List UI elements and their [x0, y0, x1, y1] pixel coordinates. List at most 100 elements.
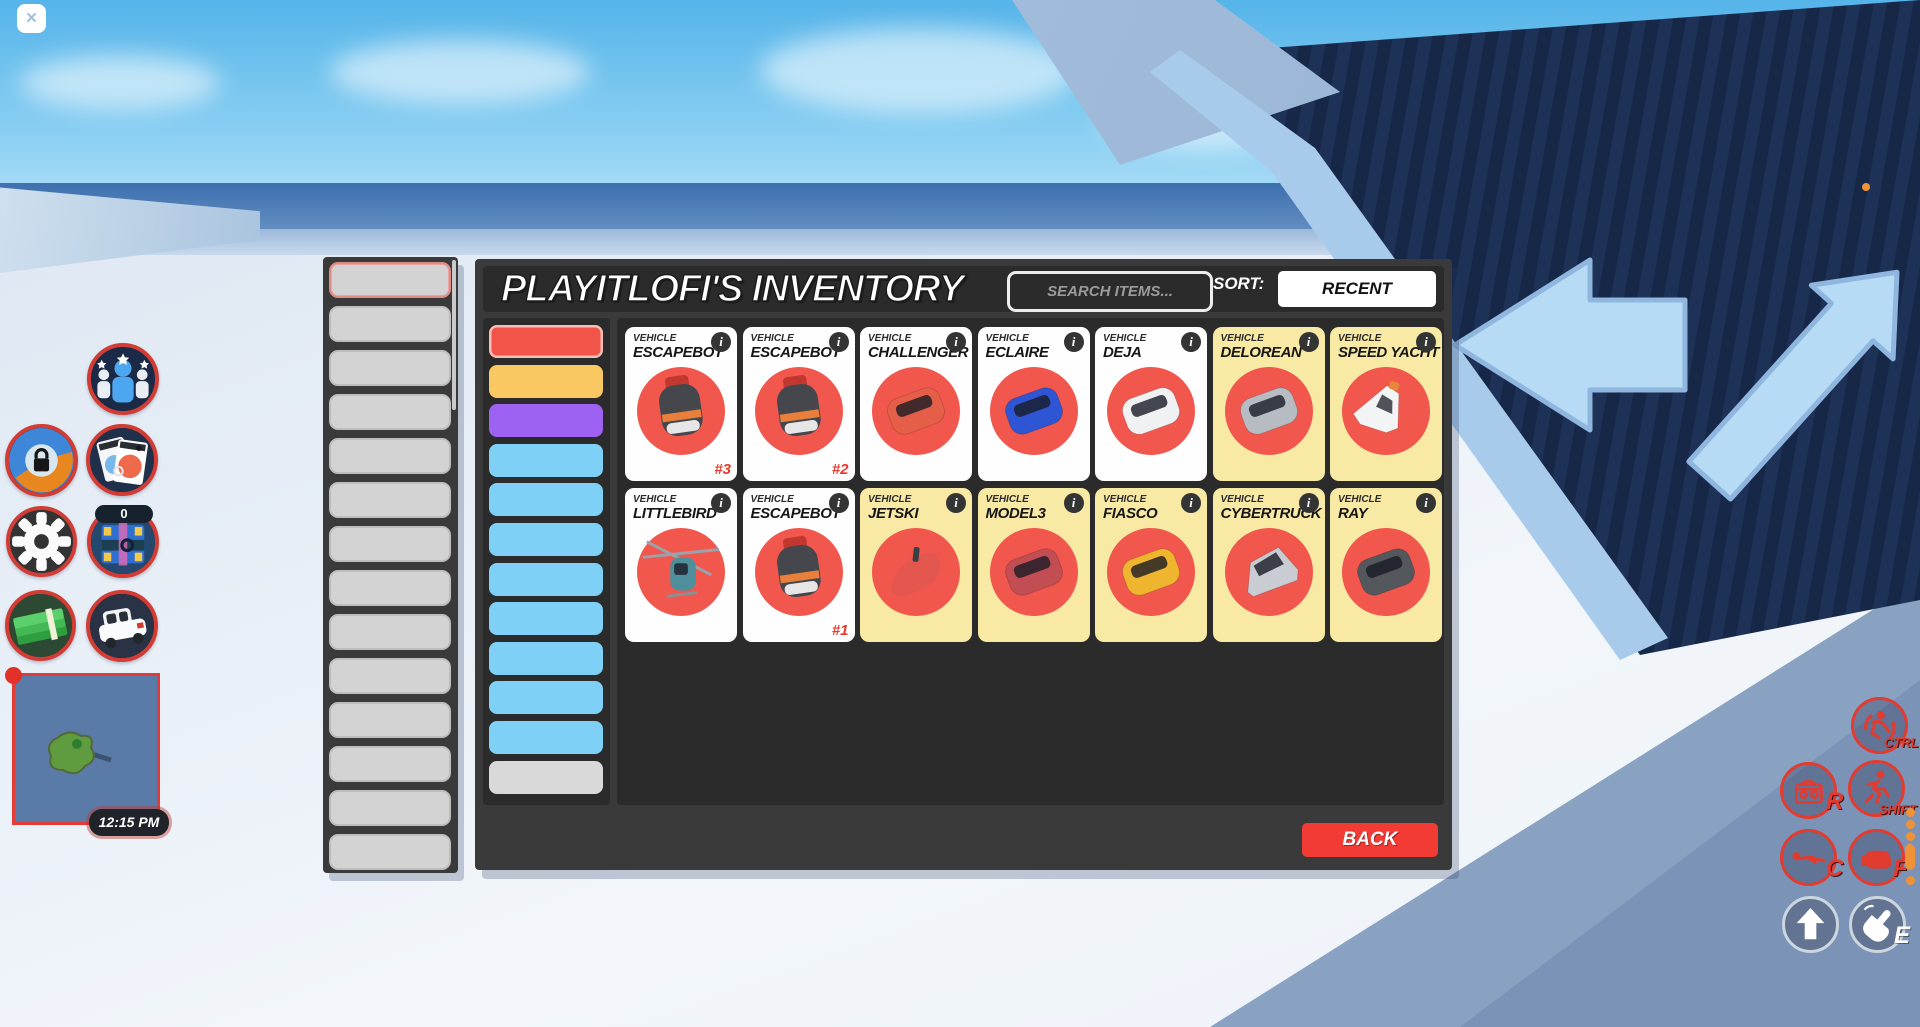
item-type-label: VEHICLE: [985, 494, 1029, 505]
trading-cards-icon: [90, 428, 154, 492]
info-icon[interactable]: i: [1298, 493, 1319, 513]
inventory-item-card[interactable]: VEHICLE SPEED YACHT i: [1330, 327, 1442, 481]
inventory-item-card[interactable]: VEHICLE MODEL3 i: [977, 488, 1090, 642]
jump-button[interactable]: [1782, 896, 1839, 953]
inventory-item-card[interactable]: VEHICLE ESCAPEBOT i #3: [625, 327, 737, 481]
search-input[interactable]: [1007, 271, 1213, 312]
trading-cards-button[interactable]: [86, 424, 158, 496]
sprint-button[interactable]: [1848, 760, 1905, 817]
cash-button[interactable]: [5, 590, 76, 661]
player-button[interactable]: [329, 702, 451, 738]
inventory-item-card[interactable]: VEHICLE JETSKI i: [860, 488, 972, 642]
category-button[interactable]: [489, 681, 603, 715]
arrow-upright-decal: [1686, 269, 1900, 502]
player-button[interactable]: [329, 614, 451, 650]
category-button[interactable]: [489, 641, 603, 675]
arrow-decals: [1452, 257, 1900, 502]
category-button[interactable]: [489, 483, 603, 517]
settings-button[interactable]: [6, 506, 77, 577]
item-type-label: VEHICLE: [1220, 333, 1264, 344]
inventory-item-card[interactable]: VEHICLE DELOREAN i: [1212, 327, 1325, 481]
info-icon[interactable]: i: [711, 332, 731, 352]
item-type-label: VEHICLE: [750, 494, 794, 505]
player-list-panel: [323, 257, 458, 873]
player-button[interactable]: [329, 262, 451, 298]
category-button[interactable]: [489, 602, 603, 636]
player-button[interactable]: [329, 394, 451, 430]
info-icon[interactable]: i: [1063, 332, 1084, 352]
info-icon[interactable]: i: [1298, 332, 1319, 352]
category-button[interactable]: [489, 720, 603, 754]
inventory-item-card[interactable]: VEHICLE ECLAIRE i: [977, 327, 1090, 481]
up-arrow-icon: [1796, 907, 1825, 940]
garage-button[interactable]: [86, 590, 158, 662]
close-button[interactable]: ×: [17, 4, 46, 33]
category-button[interactable]: [489, 364, 603, 398]
info-icon[interactable]: i: [1063, 493, 1084, 513]
item-thumbnail: [1107, 367, 1195, 455]
punch-button[interactable]: [1848, 829, 1905, 886]
info-icon[interactable]: i: [1181, 493, 1201, 513]
arrow-left-decal: [1452, 257, 1688, 433]
info-icon[interactable]: i: [1416, 493, 1436, 513]
team-leaderboard-button[interactable]: [87, 343, 159, 415]
crouch-roll-button[interactable]: [1851, 697, 1908, 754]
info-icon[interactable]: i: [946, 332, 966, 352]
inventory-item-card[interactable]: VEHICLE LITTLEBIRD i: [625, 488, 737, 642]
category-button[interactable]: [489, 522, 603, 556]
pointer-hand-icon: [1863, 904, 1891, 942]
player-button[interactable]: [329, 570, 451, 606]
item-thumbnail: [1342, 367, 1430, 455]
player-button[interactable]: [329, 526, 451, 562]
cloud: [760, 28, 1080, 113]
sort-select[interactable]: RECENT: [1278, 271, 1436, 307]
inventory-item-card[interactable]: VEHICLE RAY i: [1330, 488, 1442, 642]
inventory-item-card[interactable]: VEHICLE DEJA i: [1095, 327, 1207, 481]
player-button[interactable]: [329, 658, 451, 694]
sort-label: SORT:: [1213, 274, 1265, 293]
category-button[interactable]: [489, 562, 603, 596]
item-thumbnail: [754, 367, 843, 455]
player-button[interactable]: [329, 834, 451, 870]
player-button[interactable]: [329, 350, 451, 386]
item-name-label: CHALLENGER: [868, 344, 969, 361]
back-button[interactable]: BACK: [1302, 823, 1438, 857]
indicator-dot: [1906, 832, 1915, 841]
player-button[interactable]: [329, 306, 451, 342]
player-button[interactable]: [329, 790, 451, 826]
category-button[interactable]: [489, 443, 603, 477]
item-count-badge: #1: [831, 622, 849, 639]
safe-lock-button[interactable]: [5, 424, 78, 497]
player-button[interactable]: [329, 482, 451, 518]
info-icon[interactable]: i: [1181, 332, 1201, 352]
category-button[interactable]: [489, 404, 603, 438]
inventory-item-card[interactable]: VEHICLE ESCAPEBOT i #1: [742, 488, 855, 642]
item-name-label: DEJA: [1103, 344, 1142, 361]
inventory-item-card[interactable]: VEHICLE CYBERTRUCK i: [1212, 488, 1325, 642]
category-panel: [483, 318, 610, 805]
prone-button[interactable]: [1780, 829, 1837, 886]
interact-button[interactable]: [1849, 896, 1906, 953]
info-icon[interactable]: i: [711, 493, 731, 513]
info-icon[interactable]: i: [828, 493, 849, 513]
inventory-item-card[interactable]: VEHICLE FIASCO i: [1095, 488, 1207, 642]
info-icon[interactable]: i: [828, 332, 849, 352]
radio-button[interactable]: [1780, 762, 1837, 819]
player-list-scrollbar[interactable]: [452, 260, 456, 410]
item-grid-panel: VEHICLE ESCAPEBOT i #3 VEHICLE ESCAPEBOT…: [617, 318, 1444, 805]
player-button[interactable]: [329, 438, 451, 474]
item-name-label: ESCAPEBOT: [750, 505, 841, 522]
item-name-label: CYBERTRUCK: [1220, 505, 1322, 522]
category-button[interactable]: [489, 760, 603, 794]
inventory-item-card[interactable]: VEHICLE CHALLENGER i: [860, 327, 972, 481]
info-icon[interactable]: i: [1416, 332, 1436, 352]
category-button[interactable]: [489, 325, 603, 358]
team-people-icon: [91, 347, 155, 411]
crate-icon: [91, 510, 155, 574]
inventory-item-card[interactable]: VEHICLE ESCAPEBOT i #2: [742, 327, 855, 481]
info-icon[interactable]: i: [946, 493, 966, 513]
player-button[interactable]: [329, 746, 451, 782]
prone-icon: [1792, 852, 1826, 864]
item-name-label: FIASCO: [1103, 505, 1158, 522]
